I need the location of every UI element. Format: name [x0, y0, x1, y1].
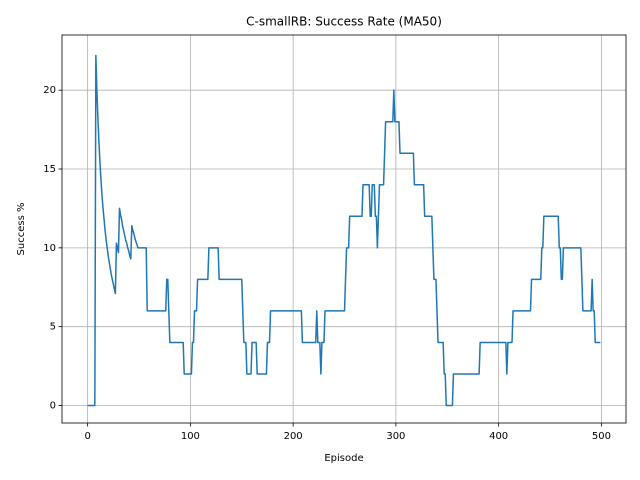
y-tick-label: 10: [43, 243, 56, 254]
line: [87, 54, 601, 407]
x-tick-label: 500: [592, 431, 611, 442]
y-tick-label: 20: [43, 85, 56, 96]
y-tick-label: 15: [43, 164, 56, 175]
x-tick-label: 200: [284, 431, 303, 442]
plot-frame: [61, 34, 627, 424]
chart-title: C-smallRB: Success Rate (MA50): [246, 15, 442, 29]
y-axis-label: Success %: [16, 203, 27, 256]
x-tick-label: 100: [181, 431, 200, 442]
x-tick-label: 300: [386, 431, 405, 442]
y-tick-label: 0: [50, 400, 56, 411]
x-tick-label: 400: [489, 431, 508, 442]
x-axis-label: Episode: [324, 453, 363, 464]
y-tick-label: 5: [50, 322, 56, 333]
x-tick-label: 0: [84, 431, 90, 442]
